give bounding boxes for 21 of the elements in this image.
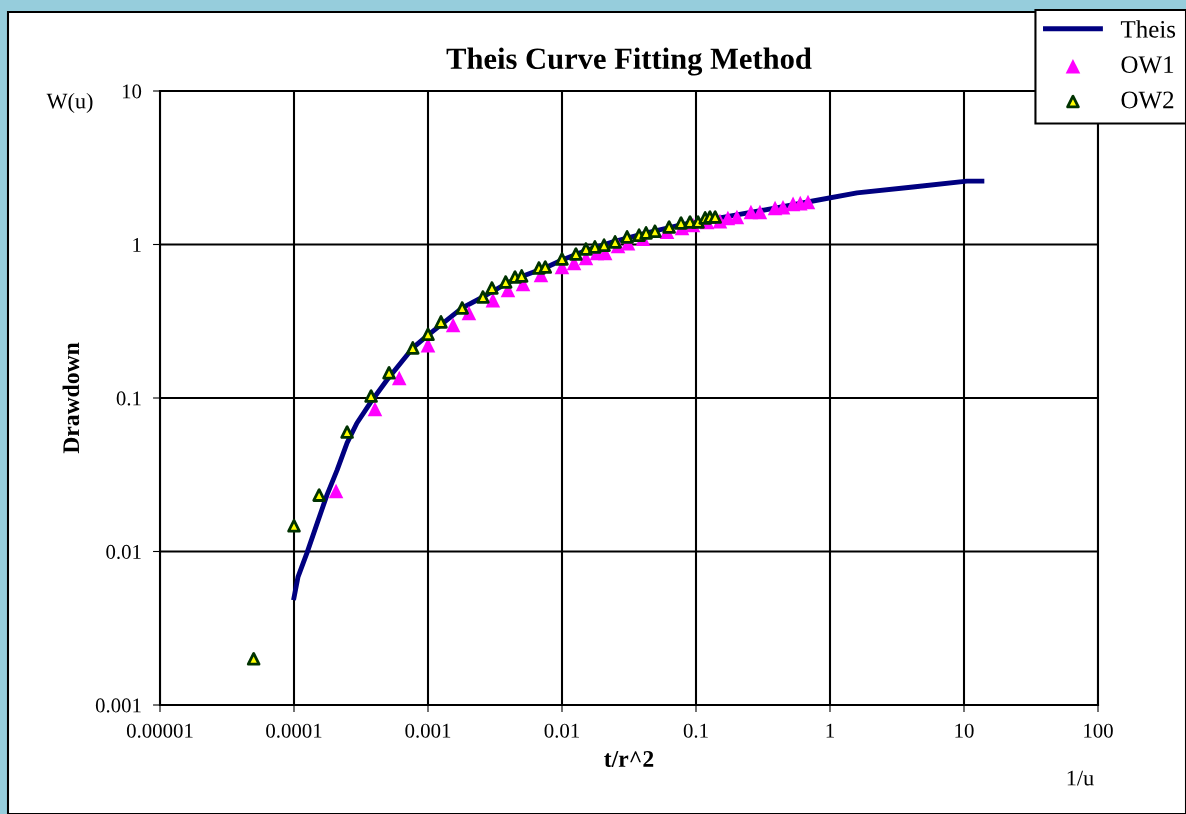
text: W(u) xyxy=(46,92,93,114)
legend-label: Theis xyxy=(1120,20,1176,38)
y-tick-label: 10 xyxy=(122,84,142,99)
y-axis-title: Drawdown xyxy=(62,342,80,454)
text: 1/u xyxy=(1067,770,1094,786)
x-tick-label: 0.0001 xyxy=(266,723,322,738)
y-tick-label: 0.01 xyxy=(106,544,141,560)
y-tick-label: 0.1 xyxy=(116,391,141,406)
x-tick-label: 1 xyxy=(826,723,834,738)
y-tick-label: 0.001 xyxy=(95,698,141,713)
x-tick-label: 0.01 xyxy=(544,723,579,738)
x-axis-title: t/r^2 xyxy=(604,751,654,767)
x-tick-label: 100 xyxy=(1084,723,1113,738)
legend-label: OW1 xyxy=(1121,56,1174,74)
chart-title: Theis Curve Fitting Method xyxy=(446,47,812,76)
legend-label: OW2 xyxy=(1121,91,1174,109)
x-tick-label: 0.1 xyxy=(683,723,708,738)
x-tick-label: 0.001 xyxy=(405,723,451,738)
y-tick-label: 1 xyxy=(133,237,141,252)
x-tick-label: 0.00001 xyxy=(126,723,193,738)
x-tick-label: 10 xyxy=(955,723,974,738)
